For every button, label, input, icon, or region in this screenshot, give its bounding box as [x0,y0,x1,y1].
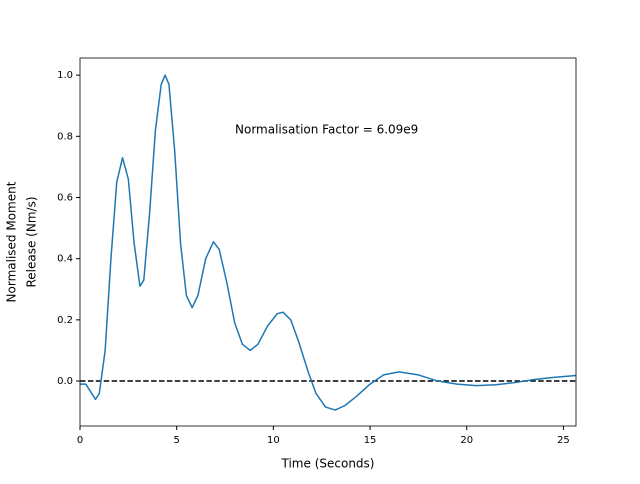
annotation: Normalisation Factor = 6.09e9 [235,123,418,137]
y-tick-label: 0.0 [57,376,73,387]
y-axis-label: Normalised Moment [5,181,19,302]
x-tick-label: 0 [77,435,83,446]
x-axis-label: Time (Seconds) [281,457,375,471]
x-tick-label: 20 [460,435,473,446]
y-tick-label: 0.4 [57,254,73,265]
x-tick-label: 15 [364,435,377,446]
data-line [80,74,577,411]
y-axis-label: Release (Nm/s) [25,196,39,287]
y-tick-label: 0.2 [57,315,73,326]
plot-frame [79,57,577,427]
y-tick-label: 1.0 [57,70,73,81]
x-tick-label: 25 [557,435,570,446]
x-tick-label: 10 [267,435,280,446]
y-tick-label: 0.8 [57,131,73,142]
y-tick-label: 0.6 [57,192,73,203]
x-tick-label: 5 [173,435,179,446]
